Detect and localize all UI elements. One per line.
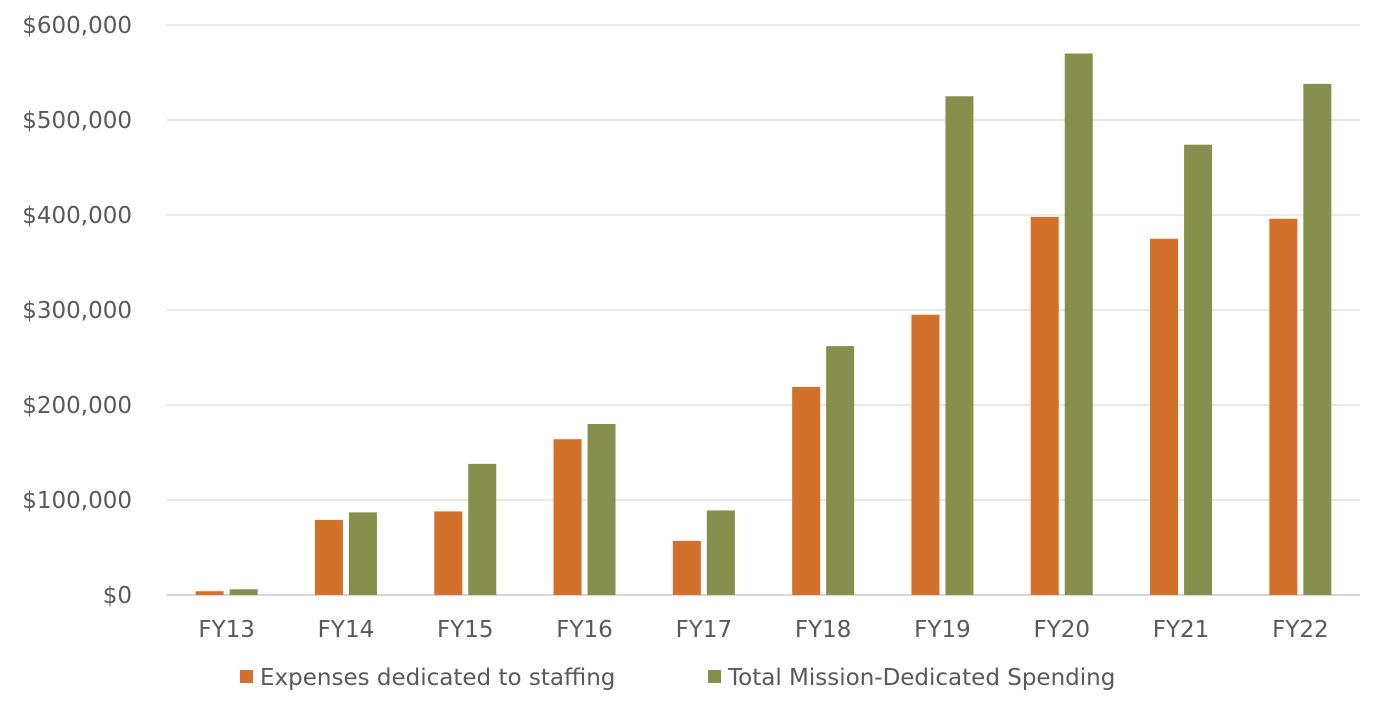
y-tick-label: $0 — [103, 583, 132, 609]
y-tick-label: $200,000 — [22, 393, 132, 419]
bar-total-fy20 — [1064, 53, 1093, 595]
bar-total-fy18 — [826, 346, 855, 595]
x-tick-label: FY14 — [318, 617, 375, 643]
y-axis: $0 $100,000 $200,000 $300,000 $400,000 $500,0… — [22, 13, 132, 609]
x-tick-label: FY19 — [914, 617, 971, 643]
bar-total-fy21 — [1184, 144, 1213, 595]
x-tick-label: FY13 — [198, 617, 255, 643]
bar-staffing-fy17 — [672, 540, 701, 595]
x-tick-label: FY20 — [1033, 617, 1090, 643]
bar-total-fy19 — [945, 96, 974, 595]
legend-swatch — [240, 670, 253, 683]
x-tick-label: FY15 — [437, 617, 494, 643]
bar-total-fy22 — [1303, 83, 1332, 596]
bar-total-fy16 — [587, 424, 616, 595]
legend: Expenses dedicated to staffing Total Miss… — [240, 665, 1115, 691]
y-tick-label: $400,000 — [22, 203, 132, 229]
gridlines — [167, 24, 1360, 596]
bar-total-fy13 — [229, 589, 258, 595]
y-tick-label: $300,000 — [22, 298, 132, 324]
bar-staffing-fy13 — [195, 591, 224, 595]
y-tick-label: $600,000 — [22, 13, 132, 39]
bar-total-fy15 — [468, 463, 497, 595]
x-tick-label: FY18 — [795, 617, 852, 643]
bar-staffing-fy21 — [1150, 238, 1179, 595]
bar-staffing-fy19 — [911, 314, 940, 595]
bar-staffing-fy20 — [1030, 216, 1059, 595]
y-tick-label: $100,000 — [22, 488, 132, 514]
x-axis: FY13 FY14 FY15 FY16 FY17 FY18 FY19 FY20 FY21 FY22 — [198, 617, 1328, 643]
bar-staffing-fy18 — [792, 386, 821, 595]
bar-total-fy14 — [348, 512, 377, 595]
bar-total-fy17 — [706, 510, 735, 595]
bar-staffing-fy16 — [553, 439, 582, 595]
bar-staffing-fy14 — [314, 519, 343, 595]
bars — [195, 53, 1332, 596]
bar-staffing-fy22 — [1269, 218, 1298, 596]
y-tick-label: $500,000 — [22, 108, 132, 134]
x-tick-label: FY21 — [1153, 617, 1210, 643]
bar-staffing-fy15 — [434, 511, 463, 595]
x-tick-label: FY22 — [1272, 617, 1329, 643]
x-tick-label: FY16 — [556, 617, 613, 643]
x-tick-label: FY17 — [676, 617, 733, 643]
legend-swatch — [708, 670, 721, 683]
legend-label: Expenses dedicated to staffing — [260, 665, 615, 691]
legend-label: Total Mission-Dedicated Spending — [727, 665, 1115, 691]
